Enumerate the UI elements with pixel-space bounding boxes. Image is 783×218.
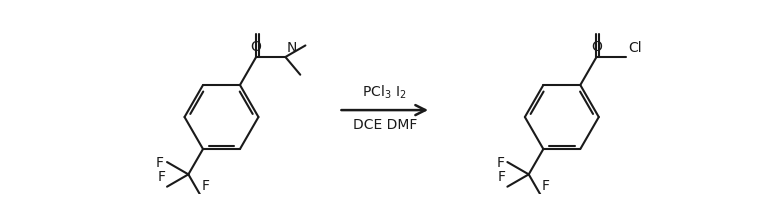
Text: F: F xyxy=(201,179,210,193)
Text: F: F xyxy=(156,156,164,170)
Text: F: F xyxy=(542,179,550,193)
Text: N: N xyxy=(287,41,298,55)
Text: DCE DMF: DCE DMF xyxy=(352,118,417,132)
Text: F: F xyxy=(496,156,504,170)
Text: PCl$_3$ I$_2$: PCl$_3$ I$_2$ xyxy=(363,83,407,101)
Text: O: O xyxy=(591,40,602,54)
Text: Cl: Cl xyxy=(628,41,642,55)
Text: O: O xyxy=(251,40,262,54)
Text: F: F xyxy=(157,170,165,184)
Text: F: F xyxy=(498,170,506,184)
